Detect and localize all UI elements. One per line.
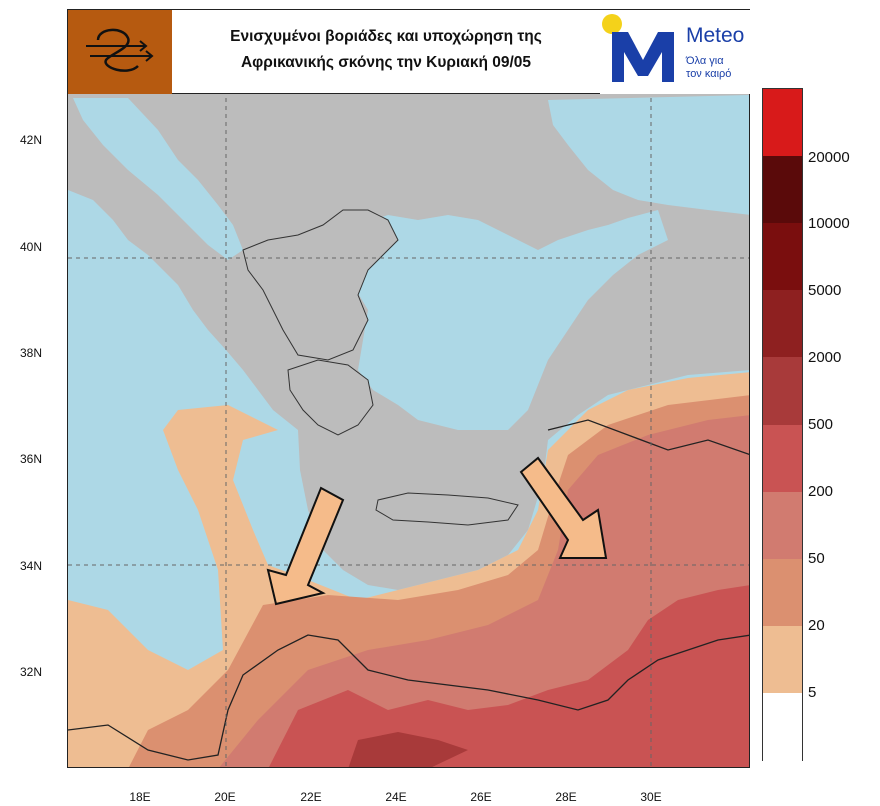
brand-slogan-line-2: τον καιρό [686,68,732,80]
lon-label: 24E [385,790,407,804]
lon-label: 18E [129,790,151,804]
lon-label: 26E [470,790,492,804]
coastline-north-africa [68,634,749,761]
land-greece [242,209,399,361]
arrow-east [519,456,608,559]
land-crete [375,492,519,526]
lat-label: 36N [20,452,43,466]
colorbar [762,88,803,761]
lat-label: 32N [20,665,43,679]
colorbar-label: 50 [808,550,825,567]
colorbar-segment [763,692,802,761]
brand-slogan-line-1: Όλα για [686,55,724,67]
colorbar-segment [763,424,802,493]
colorbar-label: 20 [808,617,825,634]
sea-area-adriatic [73,98,243,260]
lat-lon-grid [68,10,749,767]
lat-label: 42N [20,133,43,147]
lon-label: 30E [640,790,662,804]
lon-label: 20E [214,790,236,804]
brand-slogan: Όλα για τον καιρό [686,55,746,81]
colorbar-label: 200 [808,483,834,500]
title-line-2: Αφρικανικής σκόνης την Κυριακή 09/05 [240,54,532,71]
sea-area-black-sea [548,95,749,215]
map-header: Ενισχυμένοι βοριάδες και υποχώρηση της Α… [67,9,750,94]
colorbar-label: 500 [808,416,834,433]
dust-layer-200 [269,585,749,767]
lon-label: 28E [555,790,577,804]
sea-area-aegean [336,210,668,430]
colorbar-segment [763,223,802,292]
dust-map [67,9,750,768]
colorbar-label: 5000 [808,282,842,299]
colorbar-segment [763,558,802,627]
colorbar-segment [763,357,802,426]
meteo-logo: Meteo Όλα για τον καιρό [600,10,750,94]
lat-label: 34N [20,559,43,573]
colorbar-label: 20000 [808,149,850,166]
colorbar-label: 5 [808,684,817,701]
coastline-turkey-south [547,419,749,455]
colorbar-segment [763,156,802,225]
colorbar-label: 2000 [808,349,842,366]
colorbar-label: 10000 [808,215,850,232]
map-title: Ενισχυμένοι βοριάδες και υποχώρηση της Α… [176,24,596,76]
map-canvas [68,10,749,767]
colorbar-segment [763,290,802,359]
lat-label: 40N [20,240,43,254]
lon-label: 22E [300,790,322,804]
colorbar-segment [763,491,802,560]
dust-layer-500 [348,732,468,767]
wind-swirl-icon [68,10,172,94]
title-line-1: Ενισχυμένοι βοριάδες και υποχώρηση της [230,28,542,45]
brand-name: Meteo [686,24,745,47]
arrow-west [266,486,345,606]
land-peloponnese [287,359,374,436]
lat-label: 38N [20,346,43,360]
colorbar-segment [763,89,802,157]
meteo-m-logo-icon [602,14,674,82]
colorbar-segment [763,625,802,694]
